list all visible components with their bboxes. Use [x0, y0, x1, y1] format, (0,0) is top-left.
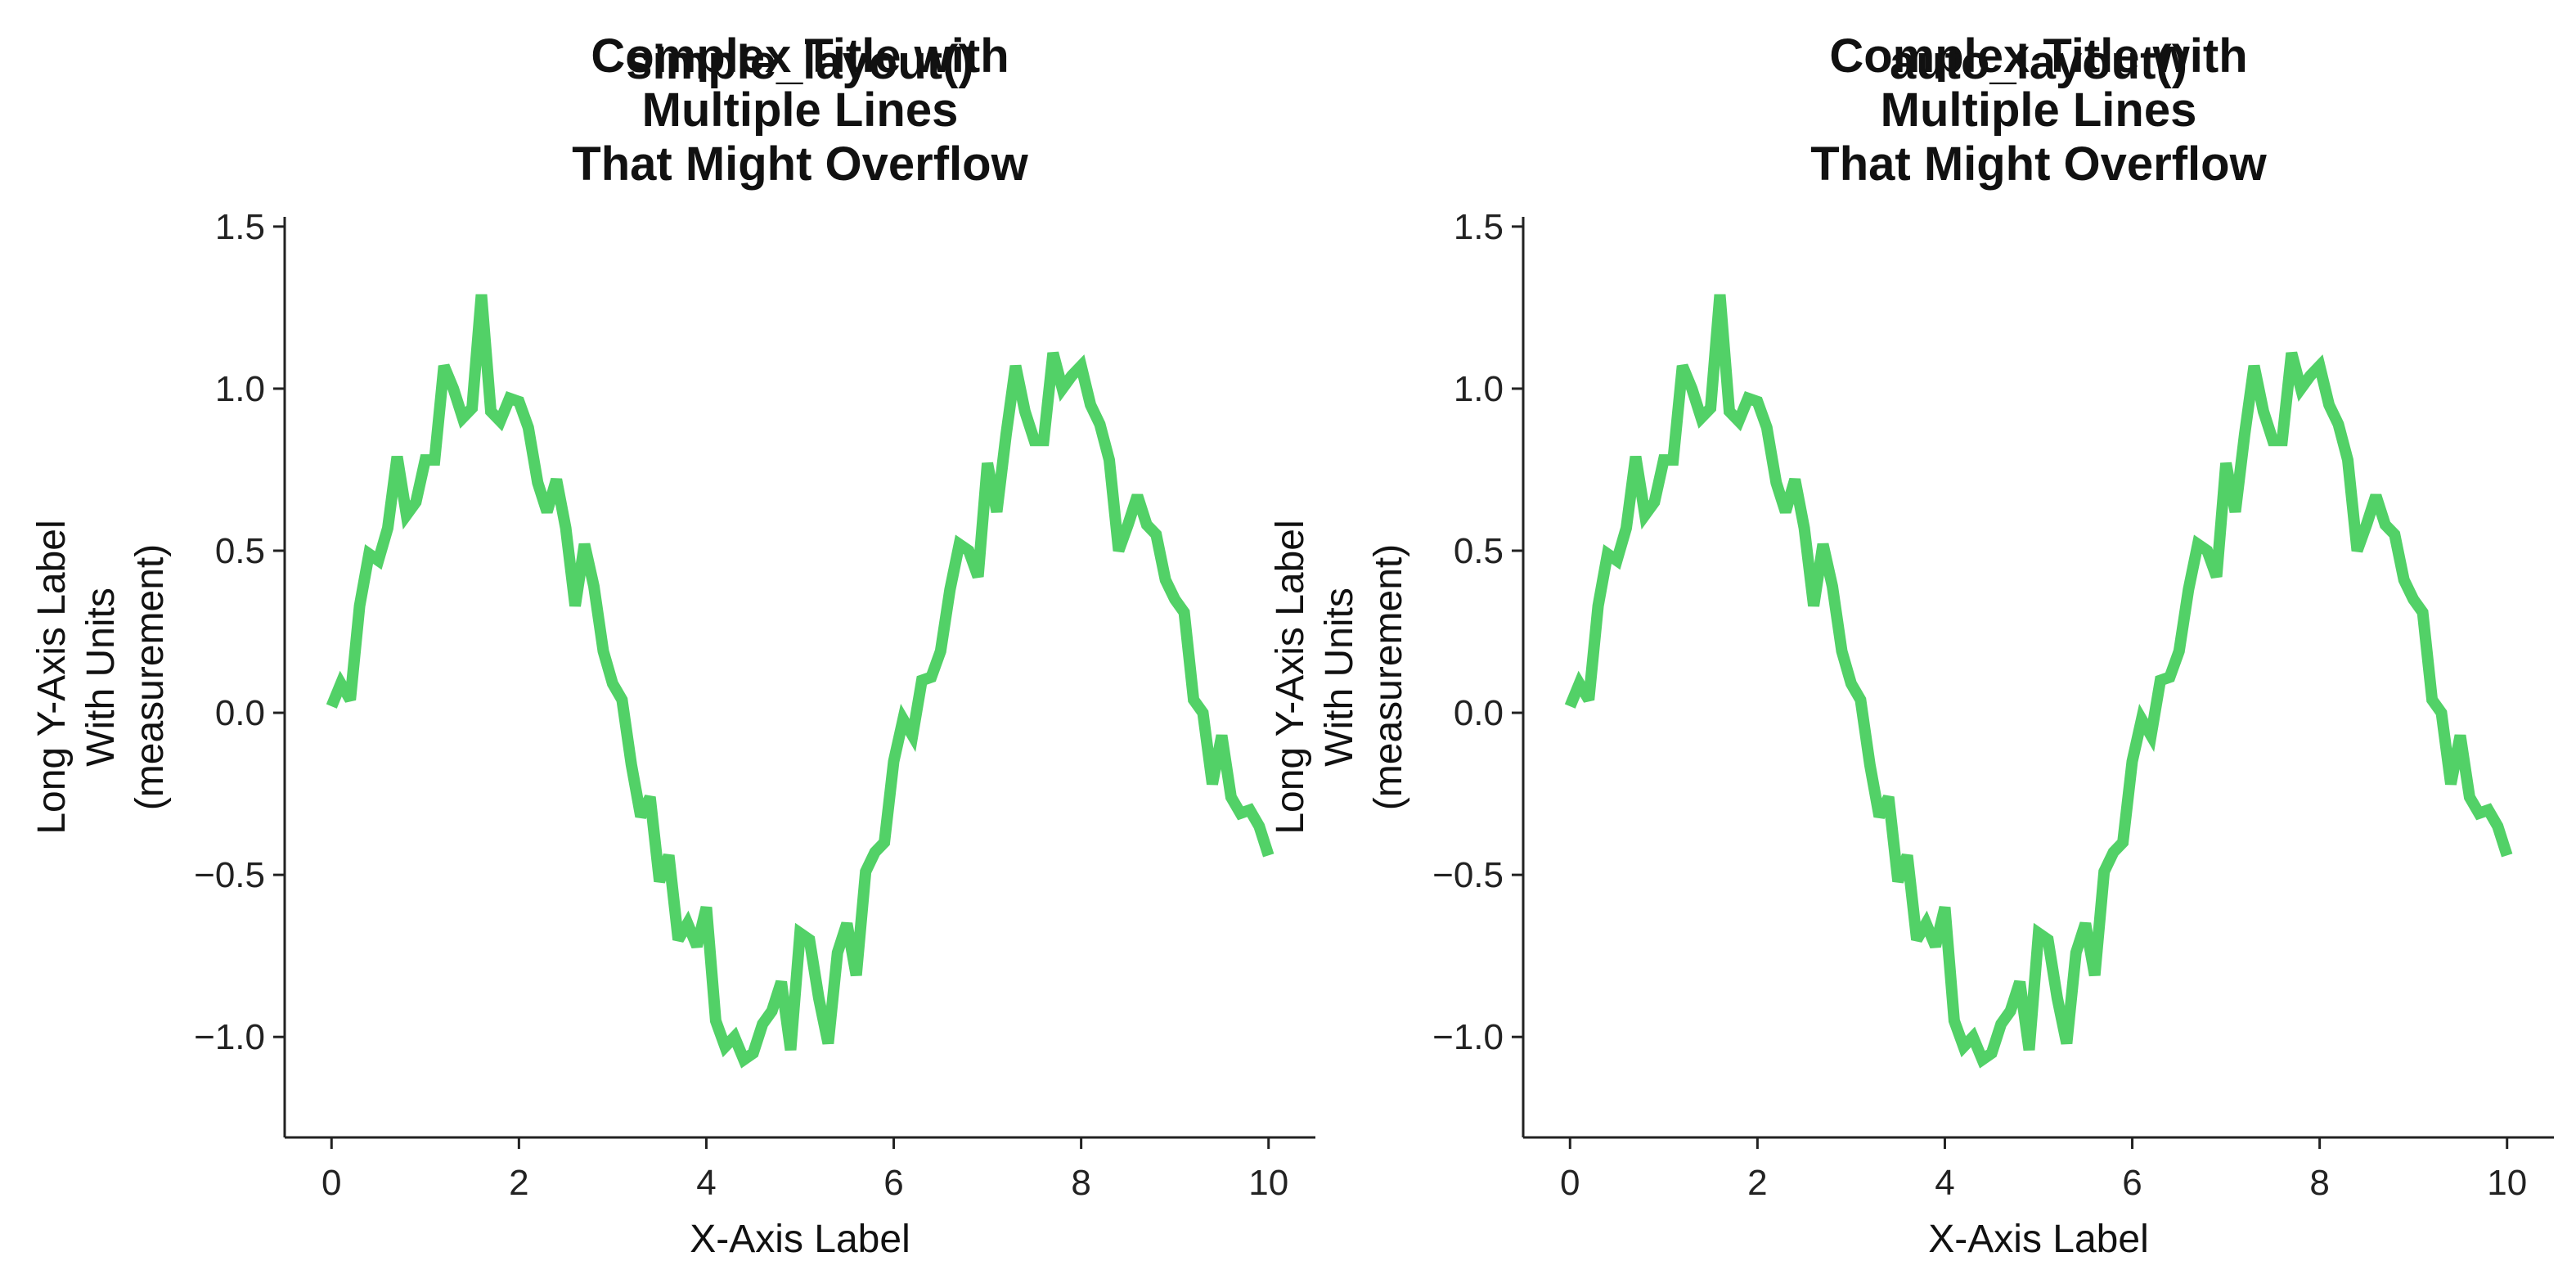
- x-tick-label: 0: [1560, 1163, 1580, 1203]
- x-tick-label: 6: [2122, 1163, 2142, 1203]
- y-axis-label: Long Y-Axis Label With Units (measurement): [1269, 520, 1410, 834]
- left-subplot: 0 2 4 6 8 10 −1.0 −0.5 0.0 0.5 1.0 1.5 X-Axis Label L…: [30, 29, 1315, 1261]
- y-tick-label: 1.0: [215, 369, 265, 409]
- y-tick-label: 0.0: [215, 693, 265, 733]
- y-axis-label-line: Long Y-Axis Label: [1269, 520, 1312, 834]
- x-tick-label: 8: [1071, 1163, 1090, 1203]
- x-tick-label: 4: [1935, 1163, 1954, 1203]
- x-tick-label: 6: [883, 1163, 903, 1203]
- y-tick-label: 0.5: [1454, 531, 1504, 571]
- data-series-line: [326, 294, 1275, 1069]
- subplot-title: Complex Title with Multiple Lines That Mig…: [572, 29, 1028, 191]
- x-tick-label: 8: [2309, 1163, 2329, 1203]
- y-axis-label-line: (measurement): [1367, 544, 1410, 810]
- y-axis-label-line: (measurement): [128, 544, 172, 810]
- y-tick-label: 0.5: [215, 531, 265, 571]
- y-tick-label: −0.5: [1432, 855, 1504, 895]
- subplot-title-line: Multiple Lines: [642, 83, 959, 137]
- subplot-title-line: That Might Overflow: [1810, 137, 2267, 191]
- x-tick-label: 10: [2487, 1163, 2527, 1203]
- y-axis-label-line: With Units: [79, 588, 123, 767]
- y-tick-label: −1.0: [194, 1017, 265, 1057]
- subplot-title-line: Complex Title with: [591, 29, 1009, 83]
- y-axis-label-line: Long Y-Axis Label: [30, 520, 74, 834]
- overlay-title: auto_layout(): [1890, 36, 2187, 89]
- subplot-title: Complex Title with Multiple Lines That Mig…: [1810, 29, 2267, 191]
- y-tick-label: 1.5: [1454, 207, 1504, 247]
- x-tick-label: 10: [1248, 1163, 1288, 1203]
- y-tick-label: 0.0: [1454, 693, 1504, 733]
- x-tick-label: 2: [1747, 1163, 1767, 1203]
- y-axis-label: Long Y-Axis Label With Units (measurement): [30, 520, 172, 834]
- right-subplot: 0 2 4 6 8 10 −1.0 −0.5 0.0 0.5 1.0 1.5 X-Axis Label L…: [1269, 29, 2554, 1261]
- x-axis-label: X-Axis Label: [690, 1218, 910, 1261]
- y-tick-label: 1.0: [1454, 369, 1504, 409]
- subplot-title-line: That Might Overflow: [572, 137, 1028, 191]
- x-tick-label: 4: [696, 1163, 716, 1203]
- x-tick-label: 2: [509, 1163, 528, 1203]
- x-tick-label: 0: [321, 1163, 341, 1203]
- subplot-title-line: Multiple Lines: [1881, 83, 2197, 137]
- y-tick-label: −1.0: [1432, 1017, 1504, 1057]
- data-series-line: [1564, 294, 2513, 1069]
- overlay-title: simple_layout(): [626, 36, 973, 89]
- y-tick-label: −0.5: [194, 855, 265, 895]
- y-axis-label-line: With Units: [1318, 588, 1361, 767]
- x-axis-label: X-Axis Label: [1928, 1218, 2148, 1261]
- subplot-title-line: Complex Title with: [1829, 29, 2247, 83]
- y-tick-label: 1.5: [215, 207, 265, 247]
